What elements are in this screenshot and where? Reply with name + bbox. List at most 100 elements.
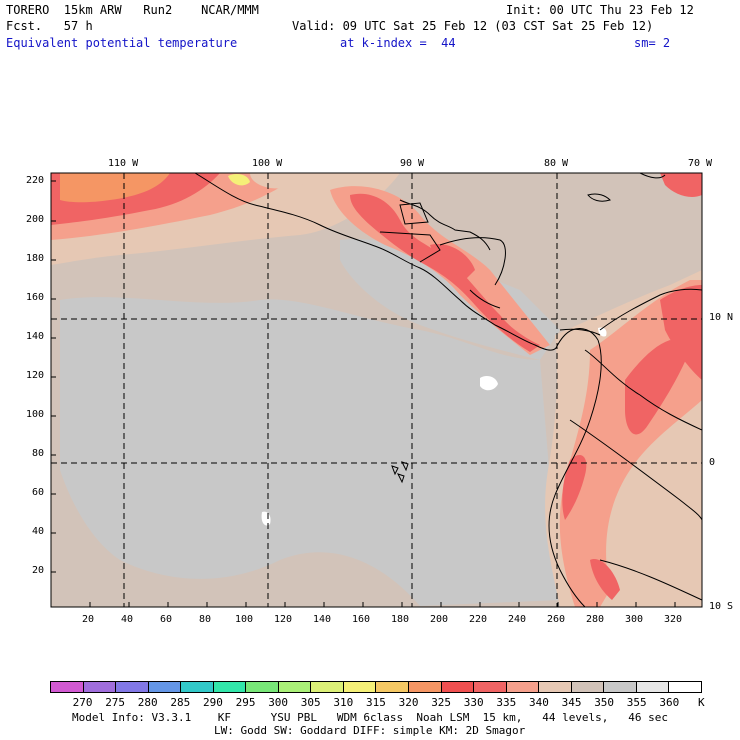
field-hot-band (430, 244, 475, 280)
colorbar-swatch (669, 682, 701, 692)
x-tick-label: 100 (235, 614, 254, 625)
field-warm-band (228, 174, 250, 186)
field-hot-band (660, 285, 702, 380)
init-time: Init: 00 UTC Thu 23 Feb 12 (506, 3, 694, 17)
lat-label: 10 N (709, 312, 734, 323)
y-tick-label: 20 (32, 565, 45, 576)
y-tick-label: 180 (26, 253, 45, 264)
colorbar-swatch (539, 682, 572, 692)
colorbar-label: 315 (366, 696, 386, 709)
colorbar-swatch (148, 682, 182, 692)
y-tick-label: 120 (26, 370, 45, 381)
y-tick-label: 200 (26, 214, 45, 225)
field-name: Equivalent potential temperature (6, 36, 238, 50)
colorbar-swatch (441, 682, 475, 692)
colorbar-swatch (636, 682, 670, 692)
colorbar-swatch (409, 682, 442, 692)
level-index: at k-index = 44 (340, 36, 456, 50)
x-tick-label: 80 (199, 614, 212, 625)
colorbar-swatch (181, 682, 214, 692)
physics-info: LW: Godd SW: Goddard DIFF: simple KM: 2D… (214, 724, 526, 737)
colorbar-label: 350 (594, 696, 615, 709)
field-hot-band (660, 173, 702, 197)
colorbar-label: 275 (105, 696, 126, 709)
x-tick-label: 180 (391, 614, 410, 625)
graticule (51, 173, 702, 607)
colorbar-swatch (213, 682, 247, 692)
colorbar-label: 330 (463, 696, 484, 709)
colorbar-swatch (83, 682, 117, 692)
theta-e-map (50, 172, 703, 608)
map-frame (50, 172, 703, 608)
lon-label: 70 W (688, 158, 713, 169)
colorbar-swatch (278, 682, 312, 692)
colorbar-label: 295 (235, 696, 256, 709)
colorbar-label: 280 (137, 696, 158, 709)
colorbar-label: 285 (170, 696, 191, 709)
field-hot-band (590, 559, 620, 600)
colorbar-label: 345 (561, 696, 582, 709)
lat-label: 0 (709, 457, 716, 468)
colorbar-label: 360 (659, 696, 680, 709)
field-white-spot (480, 376, 498, 391)
x-tick-label: 60 (160, 614, 173, 625)
colorbar-unit: K (698, 696, 705, 709)
y-tick-label: 80 (32, 448, 45, 459)
colorbar-swatch (506, 682, 540, 692)
lon-label: 110 W (108, 158, 139, 169)
x-tick-label: 260 (547, 614, 566, 625)
x-tick-label: 240 (508, 614, 527, 625)
coastlines (194, 173, 702, 607)
colorbar-swatch (311, 682, 344, 692)
field-hot-band (562, 455, 587, 520)
colorbar-swatch (51, 682, 84, 692)
field-hot-band (60, 173, 170, 203)
lon-label: 90 W (400, 158, 425, 169)
x-tick-label: 20 (82, 614, 95, 625)
colorbar-label: 270 (72, 696, 93, 709)
y-tick-label: 220 (26, 175, 45, 186)
model-title: TORERO 15km ARW Run2 NCAR/MMM (6, 3, 259, 17)
colorbar-label: 355 (626, 696, 647, 709)
x-tick-label: 300 (625, 614, 644, 625)
colorbar-swatch (571, 682, 605, 692)
x-tick-label: 160 (352, 614, 371, 625)
colorbar-label: 320 (398, 696, 419, 709)
x-tick-label: 40 (121, 614, 134, 625)
colorbar-swatch (604, 682, 637, 692)
x-tick-label: 220 (469, 614, 488, 625)
lat-label: 10 S (709, 601, 734, 612)
y-tick-label: 60 (32, 487, 45, 498)
x-tick-label: 120 (274, 614, 293, 625)
colorbar-label: 300 (268, 696, 289, 709)
colorbar-label: 340 (529, 696, 549, 709)
colorbar-label: 325 (431, 696, 452, 709)
valid-time: Valid: 09 UTC Sat 25 Feb 12 (03 CST Sat … (292, 19, 654, 33)
colorbar-swatch (376, 682, 410, 692)
x-tick-label: 200 (430, 614, 449, 625)
y-tick-label: 100 (26, 409, 45, 420)
field-hot-band (625, 340, 690, 435)
forecast-hour: Fcst. 57 h (6, 19, 93, 33)
smoothing: sm= 2 (634, 36, 671, 50)
colorbar-swatch (116, 682, 149, 692)
colorbar (50, 681, 702, 693)
model-info: Model Info: V3.3.1 KF YSU PBL WDM 6class… (72, 711, 669, 724)
colorbar-label: 290 (203, 696, 223, 709)
lon-label: 80 W (544, 158, 569, 169)
y-tick-label: 160 (26, 292, 45, 303)
colorbar-swatch (343, 682, 377, 692)
x-tick-label: 140 (313, 614, 332, 625)
x-tick-label: 280 (586, 614, 605, 625)
colorbar-label: 335 (496, 696, 517, 709)
lon-label: 100 W (252, 158, 283, 169)
y-tick-label: 40 (32, 526, 45, 537)
colorbar-label: 310 (333, 696, 354, 709)
x-tick-label: 320 (664, 614, 683, 625)
colorbar-swatch (474, 682, 507, 692)
y-tick-label: 140 (26, 331, 45, 342)
colorbar-swatch (246, 682, 279, 692)
colorbar-label: 305 (300, 696, 321, 709)
axis-ticks (51, 180, 676, 607)
field-grey-patch (170, 357, 430, 470)
